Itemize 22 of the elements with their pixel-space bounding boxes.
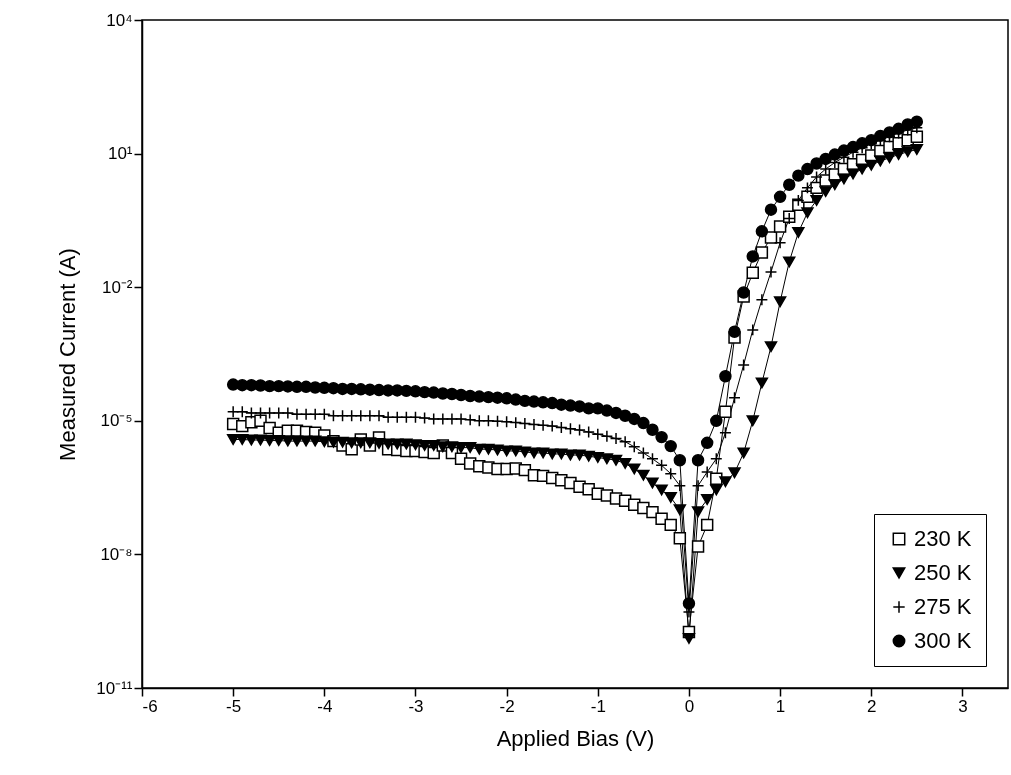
x-tick-label: -3 (408, 696, 424, 716)
x-tick-label: -6 (142, 696, 158, 716)
legend-label: 230 K (914, 526, 972, 551)
y-tick-label: 10⁻⁵ (100, 411, 133, 431)
x-tick-label: -1 (590, 696, 606, 716)
x-tick-label: 2 (867, 696, 877, 716)
x-tick-label: 3 (958, 696, 968, 716)
y-tick-label: 10⁻⁸ (100, 544, 133, 564)
x-axis-title: Applied Bias (V) (496, 725, 655, 751)
y-tick-label: 10⁻¹¹ (96, 678, 133, 698)
legend-label: 250 K (914, 560, 972, 585)
x-tick-label: -5 (226, 696, 242, 716)
y-axis-title: Measured Current (A) (55, 248, 81, 461)
legend-label: 300 K (914, 628, 972, 653)
x-tick-label: -4 (317, 696, 333, 716)
y-tick-label: 10⁴ (106, 10, 133, 30)
y-tick-label: 10⁻² (101, 277, 133, 297)
x-tick-label: 0 (684, 696, 695, 716)
x-tick-label: -2 (499, 696, 515, 716)
y-tick-label: 10¹ (107, 144, 133, 164)
x-tick-label: 1 (775, 696, 786, 716)
legend-label: 275 K (914, 594, 972, 619)
